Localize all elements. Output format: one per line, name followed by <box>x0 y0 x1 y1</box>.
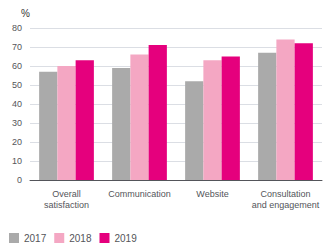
svg-text:50: 50 <box>12 80 22 90</box>
svg-text:2017: 2017 <box>24 233 47 244</box>
svg-text:2019: 2019 <box>114 233 137 244</box>
svg-text:70: 70 <box>12 42 22 52</box>
svg-text:40: 40 <box>12 99 22 109</box>
svg-text:Consultation: Consultation <box>260 189 310 199</box>
svg-text:80: 80 <box>12 23 22 33</box>
svg-text:%: % <box>21 8 30 19</box>
svg-text:10: 10 <box>12 156 22 166</box>
svg-text:satisfaction: satisfaction <box>44 200 89 210</box>
svg-text:20: 20 <box>12 137 22 147</box>
svg-text:2018: 2018 <box>69 233 92 244</box>
svg-text:Website: Website <box>196 189 228 199</box>
svg-text:Overall: Overall <box>52 189 81 199</box>
svg-text:Communication: Communication <box>108 189 171 199</box>
svg-text:60: 60 <box>12 61 22 71</box>
svg-text:and engagement: and engagement <box>252 200 320 210</box>
svg-text:30: 30 <box>12 118 22 128</box>
svg-text:0: 0 <box>17 175 22 185</box>
